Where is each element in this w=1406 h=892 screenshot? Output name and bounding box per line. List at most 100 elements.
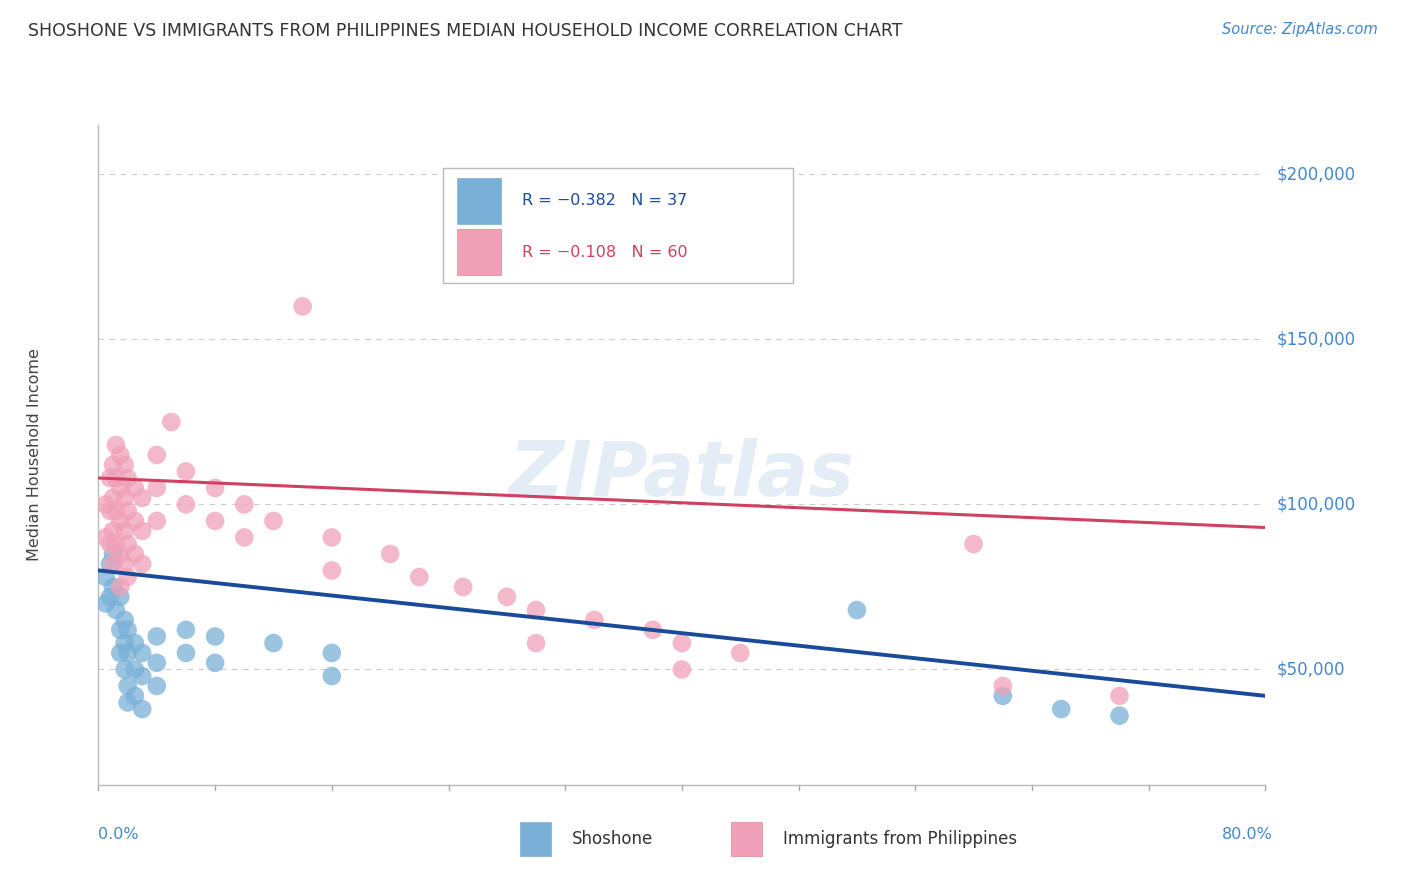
Point: [146, 448, 169, 462]
Point: [204, 514, 226, 528]
Text: $200,000: $200,000: [1277, 165, 1355, 184]
Point: [146, 514, 169, 528]
Text: $50,000: $50,000: [1277, 660, 1346, 679]
Point: [451, 580, 474, 594]
Point: [117, 623, 139, 637]
Point: [131, 669, 153, 683]
Point: [104, 471, 127, 485]
Text: Immigrants from Philippines: Immigrants from Philippines: [783, 830, 1018, 848]
Point: [110, 514, 132, 528]
Point: [262, 514, 284, 528]
Point: [233, 530, 256, 544]
Point: [146, 481, 169, 495]
Point: [110, 481, 132, 495]
Point: [160, 415, 183, 429]
Point: [962, 537, 984, 551]
Point: [124, 514, 146, 528]
Point: [117, 504, 139, 518]
Point: [114, 524, 136, 538]
Point: [408, 570, 430, 584]
Point: [321, 564, 343, 578]
Text: Shoshone: Shoshone: [572, 830, 654, 848]
Point: [204, 481, 226, 495]
Point: [321, 530, 343, 544]
Text: Source: ZipAtlas.com: Source: ZipAtlas.com: [1222, 22, 1378, 37]
Point: [110, 448, 132, 462]
Point: [101, 580, 124, 594]
Point: [131, 491, 153, 505]
Point: [1050, 702, 1073, 716]
Point: [991, 689, 1014, 703]
Point: [98, 471, 121, 485]
Point: [104, 438, 127, 452]
Point: [233, 497, 256, 511]
Point: [124, 547, 146, 561]
FancyBboxPatch shape: [457, 229, 501, 276]
Text: 80.0%: 80.0%: [1222, 827, 1272, 841]
Point: [114, 636, 136, 650]
Point: [321, 669, 343, 683]
Point: [110, 590, 132, 604]
Point: [110, 547, 132, 561]
Point: [94, 570, 117, 584]
Point: [117, 537, 139, 551]
Point: [124, 481, 146, 495]
Point: [728, 646, 751, 660]
Point: [124, 689, 146, 703]
Point: [104, 504, 127, 518]
Point: [174, 464, 197, 478]
Point: [1108, 689, 1130, 703]
Point: [101, 547, 124, 561]
Point: [101, 458, 124, 472]
Point: [98, 557, 121, 571]
Point: [117, 646, 139, 660]
Point: [98, 504, 121, 518]
FancyBboxPatch shape: [457, 178, 501, 224]
Point: [583, 613, 606, 627]
Point: [291, 299, 314, 313]
Point: [146, 630, 169, 644]
Point: [495, 590, 517, 604]
Point: [114, 491, 136, 505]
Point: [104, 603, 127, 617]
Point: [174, 497, 197, 511]
Text: $150,000: $150,000: [1277, 330, 1355, 349]
Text: ZIPatlas: ZIPatlas: [509, 438, 855, 512]
Point: [991, 679, 1014, 693]
Point: [146, 679, 169, 693]
Point: [671, 662, 693, 676]
Text: SHOSHONE VS IMMIGRANTS FROM PHILIPPINES MEDIAN HOUSEHOLD INCOME CORRELATION CHAR: SHOSHONE VS IMMIGRANTS FROM PHILIPPINES …: [28, 22, 903, 40]
Point: [101, 524, 124, 538]
Point: [671, 636, 693, 650]
Point: [131, 524, 153, 538]
Point: [94, 530, 117, 544]
Point: [131, 646, 153, 660]
Point: [101, 491, 124, 505]
FancyBboxPatch shape: [443, 168, 793, 284]
Text: 0.0%: 0.0%: [98, 827, 139, 841]
Point: [94, 497, 117, 511]
Text: $100,000: $100,000: [1277, 495, 1355, 514]
Point: [1108, 708, 1130, 723]
Point: [110, 580, 132, 594]
Point: [641, 623, 664, 637]
Point: [110, 623, 132, 637]
Point: [845, 603, 868, 617]
Point: [174, 646, 197, 660]
Point: [117, 696, 139, 710]
Point: [98, 590, 121, 604]
Point: [524, 603, 547, 617]
Point: [204, 630, 226, 644]
Point: [114, 613, 136, 627]
Point: [117, 570, 139, 584]
Point: [94, 596, 117, 610]
Point: [204, 656, 226, 670]
Text: R = −0.108   N = 60: R = −0.108 N = 60: [522, 244, 688, 260]
Text: R = −0.382   N = 37: R = −0.382 N = 37: [522, 194, 688, 209]
Point: [124, 662, 146, 676]
Point: [117, 679, 139, 693]
Point: [146, 656, 169, 670]
Point: [174, 623, 197, 637]
Point: [110, 646, 132, 660]
Point: [98, 537, 121, 551]
